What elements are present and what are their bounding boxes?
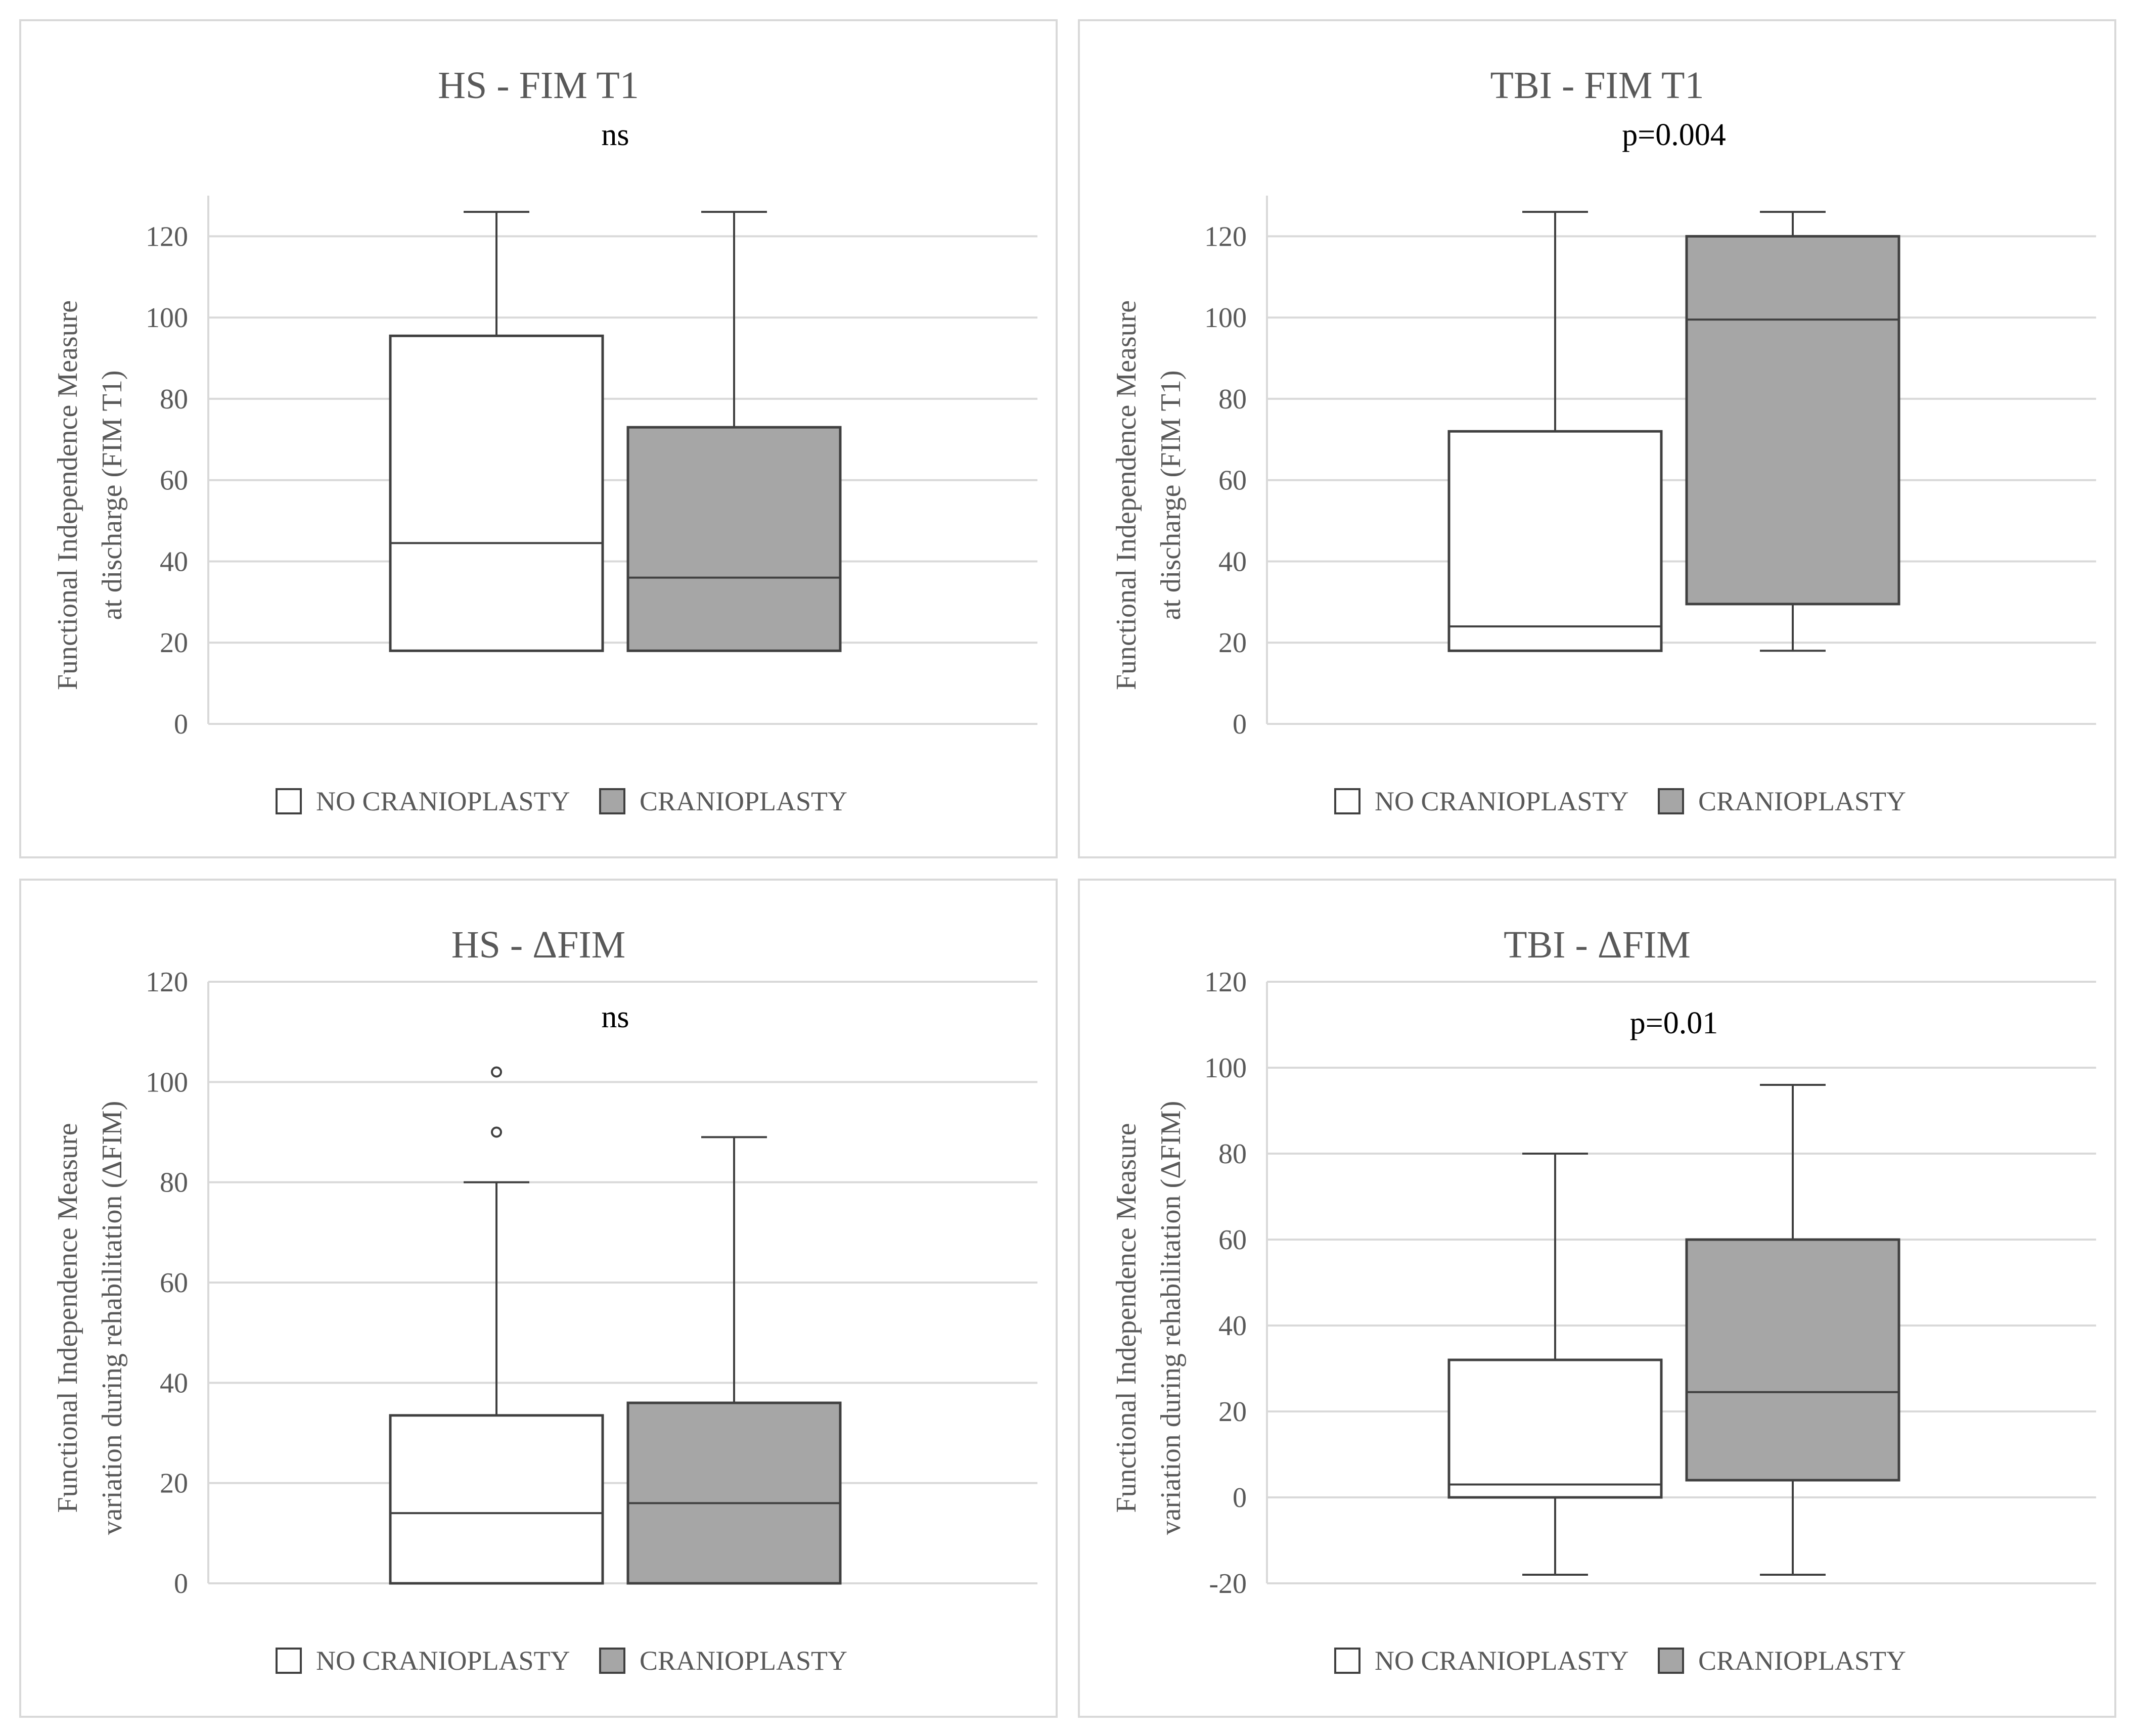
y-axis-label: Functional Independence Measure at discha…: [1111, 300, 1187, 690]
significance-annotation: ns: [601, 118, 629, 152]
chart-panel-tbi-fim-t1: TBI - FIM T1 0 20 40 60 80 100 120 Functional In…: [1078, 19, 2116, 858]
chart-svg: TBI - FIM T1 0 20 40 60 80 100 120 Functional In…: [1111, 64, 2096, 816]
y-axis-label-line: at discharge (FIM T1): [1155, 370, 1187, 620]
y-tick-label: 20: [1218, 627, 1247, 659]
y-tick-label: 100: [146, 1067, 188, 1098]
box-iqr: [626, 426, 842, 652]
chart-title: TBI - FIM T1: [1490, 64, 1704, 107]
y-tick-label: 0: [1233, 709, 1247, 740]
legend-swatch: [599, 1648, 625, 1674]
y-axis-label-line: Functional Independence Measure: [1111, 300, 1142, 690]
legend-swatch: [1334, 788, 1360, 814]
significance-annotation: p=0.01: [1630, 1006, 1718, 1040]
legend-label: CRANIOPLASTY: [640, 786, 847, 816]
y-tick-label: 80: [1218, 384, 1247, 415]
legend-swatch: [1334, 1648, 1360, 1674]
y-axis-label-line: variation during rehabilitation (ΔFIM): [97, 1101, 128, 1535]
y-tick-label: 20: [1218, 1396, 1247, 1428]
y-tick-label: 0: [174, 1568, 188, 1600]
y-tick-label: 20: [160, 627, 188, 659]
y-tick-label: 100: [146, 302, 188, 334]
y-tick-label: 80: [1218, 1138, 1247, 1170]
legend-label: NO CRANIOPLASTY: [1375, 1646, 1629, 1676]
y-tick-label: 20: [160, 1468, 188, 1499]
y-tick-label: 80: [160, 384, 188, 415]
y-tick-label: 40: [1218, 546, 1247, 577]
legend-label: NO CRANIOPLASTY: [1375, 786, 1629, 816]
y-tick-label: 0: [1233, 1482, 1247, 1514]
chart-title: TBI - ΔFIM: [1504, 924, 1691, 966]
y-axis-label-line: variation during rehabilitation (ΔFIM): [1155, 1101, 1187, 1535]
y-tick-label: 120: [146, 221, 188, 252]
box-iqr: [1447, 1358, 1663, 1499]
y-axis-label-line: at discharge (FIM T1): [97, 370, 128, 620]
y-axis-label: Functional Independence Measure variation…: [1111, 1101, 1187, 1535]
y-tick-label: 60: [160, 465, 188, 496]
outlier-point: [491, 1126, 502, 1138]
legend-label: CRANIOPLASTY: [1698, 786, 1906, 816]
y-tick-label: 60: [1218, 465, 1247, 496]
significance-annotation: ns: [601, 1000, 629, 1034]
legend-label: CRANIOPLASTY: [640, 1646, 847, 1676]
y-tick-label: 120: [1204, 221, 1247, 252]
legend-swatch: [276, 788, 302, 814]
y-tick-label: 120: [1204, 967, 1247, 998]
chart-title: HS - FIM T1: [438, 64, 639, 107]
box-iqr: [1685, 1238, 1900, 1482]
y-tick-label: 40: [160, 546, 188, 577]
y-tick-label: 60: [160, 1267, 188, 1299]
legend-label: CRANIOPLASTY: [1698, 1646, 1906, 1676]
outlier-point: [491, 1066, 502, 1078]
y-tick-label: 120: [146, 967, 188, 998]
legend-label: NO CRANIOPLASTY: [316, 786, 570, 816]
y-axis-label-line: Functional Independence Measure: [1111, 1123, 1142, 1513]
y-tick-label: 100: [1204, 302, 1247, 334]
legend-swatch: [599, 788, 625, 814]
box-iqr: [1447, 430, 1663, 652]
chart-panel-hs-delta-fim: HS - ΔFIM 0 20 40 60 80 100 120 Functional Indep…: [19, 879, 1058, 1718]
chart-panel-tbi-delta-fim: TBI - ΔFIM -20 0 20 40 60 80 100 120 Functional I…: [1078, 879, 2116, 1718]
y-axis-label: Functional Independence Measure at discha…: [52, 300, 128, 690]
chart-title: HS - ΔFIM: [451, 924, 626, 966]
chart-svg: HS - FIM T1 0 20 40 60 80 100 120 Functional Ind…: [52, 64, 1037, 816]
box-iqr: [626, 1401, 842, 1585]
y-tick-label: 40: [1218, 1310, 1247, 1342]
box-iqr: [389, 1414, 604, 1585]
y-axis-label-line: Functional Independence Measure: [52, 1123, 83, 1513]
chart-svg: HS - ΔFIM 0 20 40 60 80 100 120 Functional Indep…: [52, 924, 1037, 1676]
chart-svg: TBI - ΔFIM -20 0 20 40 60 80 100 120 Functional I…: [1111, 924, 2096, 1676]
y-tick-label: 100: [1204, 1053, 1247, 1084]
y-tick-label: 40: [160, 1367, 188, 1399]
legend-swatch: [276, 1648, 302, 1674]
legend-swatch: [1658, 788, 1684, 814]
y-tick-label: 80: [160, 1167, 188, 1199]
y-axis-label: Functional Independence Measure variation…: [52, 1101, 128, 1535]
chart-panel-hs-fim-t1: HS - FIM T1 0 20 40 60 80 100 120 Functional Ind…: [19, 19, 1058, 858]
y-tick-label: 60: [1218, 1224, 1247, 1256]
box-iqr: [389, 334, 604, 652]
y-tick-label: 0: [174, 709, 188, 740]
legend-swatch: [1658, 1648, 1684, 1674]
legend-label: NO CRANIOPLASTY: [316, 1646, 570, 1676]
significance-annotation: p=0.004: [1622, 118, 1726, 152]
box-iqr: [1685, 235, 1900, 606]
y-axis-label-line: Functional Independence Measure: [52, 300, 83, 690]
y-tick-label: -20: [1209, 1568, 1247, 1600]
